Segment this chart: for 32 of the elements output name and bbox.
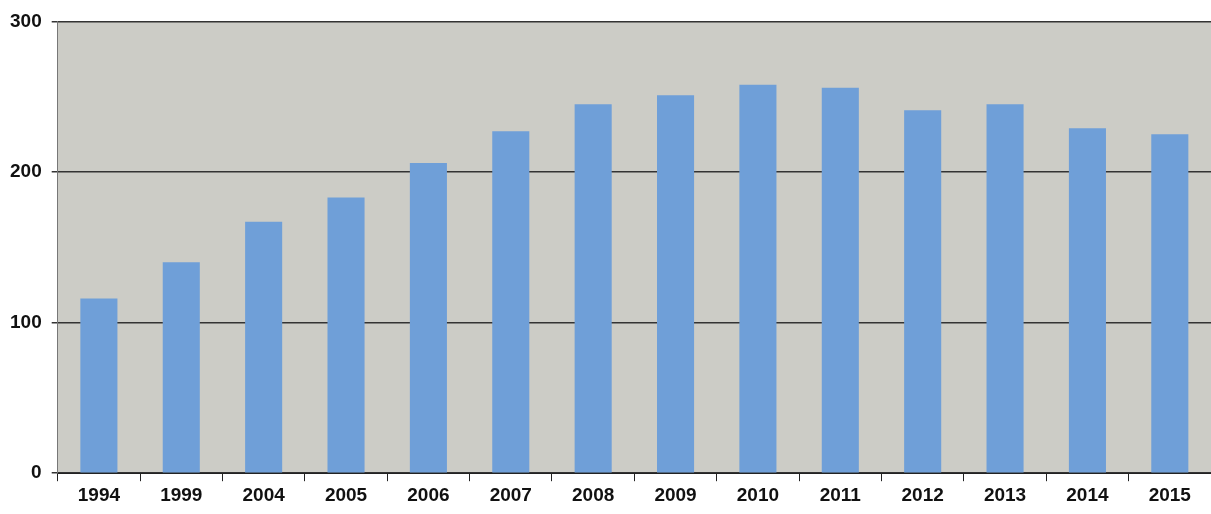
y-tick-label: 200: [10, 160, 42, 182]
bar: [162, 262, 200, 473]
x-tick-label: 2010: [736, 483, 780, 505]
bar: [574, 104, 612, 473]
bar: [739, 84, 777, 473]
bar: [245, 221, 283, 473]
x-tick-label: 2013: [983, 483, 1027, 505]
bar: [80, 298, 118, 473]
bar: [327, 197, 365, 473]
y-tick-label: 100: [10, 310, 42, 332]
x-tick-label: 2006: [407, 483, 450, 505]
x-tick-label: 2014: [1066, 483, 1109, 505]
x-tick-label: 2008: [572, 483, 615, 505]
bar: [904, 110, 942, 473]
x-tick-label: 1999: [160, 483, 203, 505]
bar: [492, 131, 530, 473]
bar: [821, 87, 859, 473]
bar: [986, 104, 1024, 473]
x-tick-label: 2012: [901, 483, 944, 505]
x-tick-label: 2009: [654, 483, 697, 505]
x-tick-label: 2007: [489, 483, 532, 505]
bar: [409, 162, 447, 473]
x-tick-label: 2005: [324, 483, 368, 505]
bar: [1151, 134, 1189, 473]
x-tick-label: 1994: [77, 483, 121, 505]
bar: [657, 95, 695, 473]
x-tick-label: 2015: [1148, 483, 1192, 505]
x-tick-label: 2004: [242, 483, 286, 505]
x-tick-label: 2011: [819, 483, 862, 505]
y-tick-label: 300: [10, 9, 42, 31]
y-tick-label: 0: [31, 461, 42, 483]
bar: [1068, 128, 1106, 473]
